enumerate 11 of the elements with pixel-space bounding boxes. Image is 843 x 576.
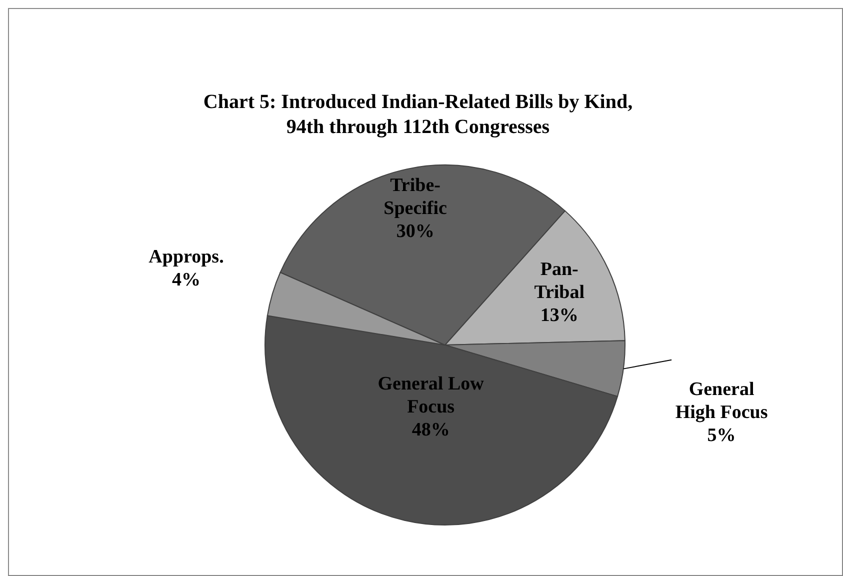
slice-label: Approps. [148, 246, 224, 268]
slice-label: General Low Focus [378, 373, 484, 418]
data-label: 5% [707, 424, 736, 446]
data-label: 13% [540, 305, 578, 326]
chart-title: Chart 5: Introduced Indian-Related Bills by Kind, 94th through 112th Congresses [203, 91, 633, 138]
slice-label: General High Focus [675, 378, 768, 423]
slice-label: Tribe-Specific [384, 174, 447, 219]
data-label: 30% [396, 220, 434, 242]
slice-label: Pan-Tribal [534, 259, 585, 304]
data-label: 4% [172, 269, 201, 290]
data-label: 48% [412, 419, 450, 440]
